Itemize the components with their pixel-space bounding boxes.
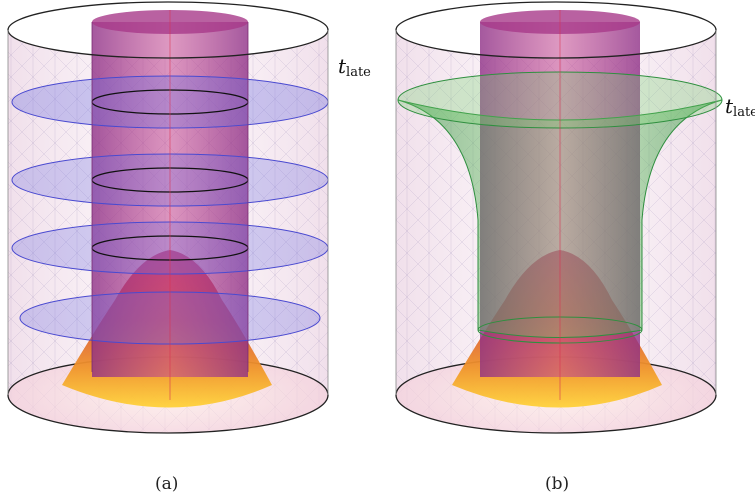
t-late-label-a: tlate: [338, 54, 371, 80]
caption-a: (a): [155, 474, 179, 494]
panel-a: [7, 1, 329, 434]
caption-b: (b): [545, 474, 570, 494]
panel-b: [395, 1, 723, 434]
t-subscript-a: late: [346, 65, 371, 80]
t-symbol-a: t: [338, 54, 347, 78]
t-subscript-b: late: [733, 105, 755, 120]
t-late-label-b: tlate: [725, 94, 755, 120]
t-symbol-b: t: [725, 94, 734, 118]
